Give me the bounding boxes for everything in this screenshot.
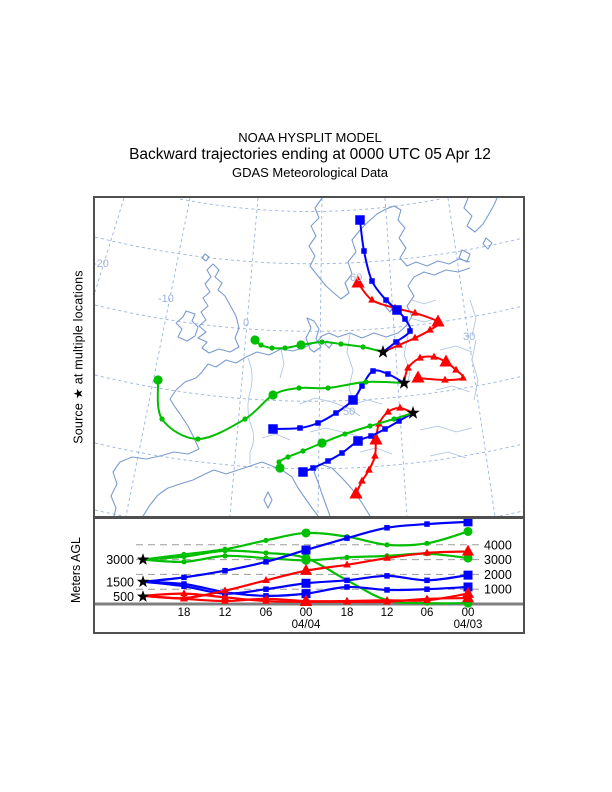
trajectory-map-panel: -20 -10 0 60 50 30	[93, 196, 525, 518]
svg-text:06: 06	[260, 607, 273, 619]
svg-text:12: 12	[219, 607, 232, 619]
trajectory-set-500-m-AGL	[349, 275, 467, 499]
svg-text:30: 30	[463, 331, 475, 343]
svg-text:50: 50	[343, 406, 355, 418]
svg-text:00: 00	[300, 607, 313, 619]
svg-text:500: 500	[113, 590, 134, 604]
model-name-title: NOAA HYSPLIT MODEL	[238, 130, 382, 145]
svg-text:18: 18	[341, 607, 354, 619]
svg-text:00: 00	[462, 607, 475, 619]
svg-text:4000: 4000	[484, 538, 512, 552]
svg-text:12: 12	[381, 607, 394, 619]
svg-text:04/04: 04/04	[292, 619, 321, 631]
profile-line-1500m-src1	[141, 519, 473, 583]
svg-text:3000: 3000	[106, 553, 134, 567]
title-block: NOAA HYSPLIT MODEL Backward trajectories…	[95, 130, 525, 181]
svg-text:1500: 1500	[106, 575, 134, 589]
svg-text:06: 06	[421, 607, 434, 619]
svg-text:04/03: 04/03	[454, 619, 483, 631]
profile-line-500m-src3	[141, 589, 475, 606]
svg-text:-10: -10	[158, 293, 174, 305]
coastlines	[110, 198, 498, 516]
svg-text:18: 18	[178, 607, 191, 619]
meteorology-subtitle: GDAS Meteorological Data	[231, 165, 389, 180]
source-location-stars	[376, 345, 420, 419]
profile-y-axis-label: Meters AGL	[69, 537, 83, 603]
trajectory-set-1500-m-AGL	[268, 215, 414, 477]
map-grid-labels: -20 -10 0 60 50 30	[93, 258, 475, 418]
profile-line-500m-src1	[141, 544, 475, 601]
trajectory-set-3000-m-AGL	[153, 335, 414, 473]
plot-main-title: Backward trajectories ending at 0000 UTC…	[129, 146, 491, 163]
svg-text:-20: -20	[93, 258, 109, 270]
svg-text:0: 0	[243, 317, 249, 329]
svg-text:2000: 2000	[484, 568, 512, 582]
profile-series-layer	[141, 519, 475, 608]
map-source-axis-label: Source ★ at multiple locations	[71, 270, 86, 444]
trajectories-layer: -20 -10 0 60 50 30	[93, 215, 475, 499]
svg-text:1000: 1000	[484, 583, 512, 597]
svg-text:3000: 3000	[484, 553, 512, 567]
svg-text:60: 60	[350, 272, 362, 284]
